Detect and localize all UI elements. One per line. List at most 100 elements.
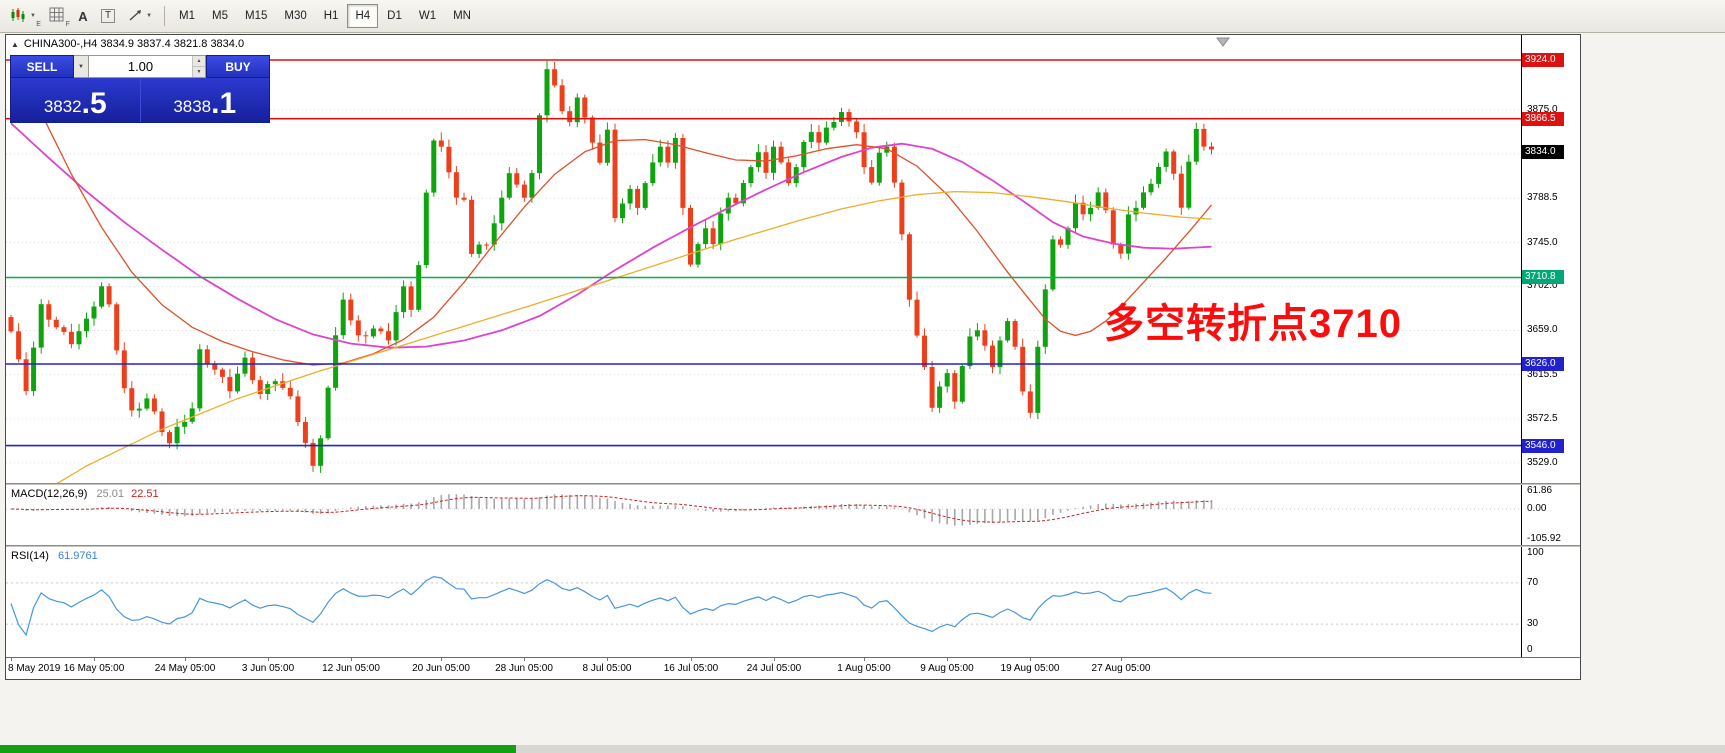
price-tag: 3834.0 [1522,145,1564,159]
macd-chart [6,494,1521,526]
indicators-icon [10,7,28,26]
toolbar: E ▼ F A T ▼ M1 M5 M15 M30 H1 H4 D1 W1 M [0,0,1725,33]
time-axis-label: 20 Jun 05:00 [412,663,470,674]
rsi-scale-label: 30 [1527,618,1539,629]
line-tools-button[interactable]: ▼ [122,4,158,28]
textbox-tool-icon: T [100,9,116,23]
trendline-arrow-icon [128,7,144,26]
macd-name: MACD(12,26,9) [11,488,88,500]
time-axis-label: 12 Jun 05:00 [322,663,380,674]
macd-scale-label: -105.92 [1527,533,1561,544]
time-axis-label: 28 Jun 05:00 [495,663,553,674]
time-axis-tick [607,658,608,661]
time-axis-label: 8 Jul 05:00 [582,663,632,674]
time-axis-tick [691,658,692,661]
text-tool-icon: A [78,8,88,24]
rsi-label: RSI(14) 61.9761 [11,550,98,562]
chevron-down-icon: ▼ [30,13,36,19]
volume-value[interactable]: 1.00 [127,59,154,74]
text-tool-button[interactable]: A [72,4,94,28]
timeframe-button-d1[interactable]: D1 [387,10,402,22]
rsi-scale: 100 70 30 0 [1521,547,1580,657]
time-axis-tick [864,658,865,661]
rsi-value: 61.9761 [57,550,98,562]
timeframe-button-m30[interactable]: M30 [284,10,307,22]
objects-button[interactable]: F [43,4,71,28]
time-axis-tick [1121,658,1122,661]
macd-scale-label: 61.86 [1527,485,1553,496]
price-scale-label: 3572.5 [1527,413,1558,424]
price-scale-label: 3875.0 [1527,104,1558,115]
timeframe-button-m5[interactable]: M5 [212,10,228,22]
timeframe-button-m1[interactable]: M1 [179,10,195,22]
macd-panel[interactable]: MACD(12,26,9) 25.01 22.51 61.86 0.00 -105.… [6,485,1580,545]
toolbar-separator [164,6,166,26]
buy-price[interactable]: 3838.1 [141,78,270,122]
chart-header: ▲ CHINA300-,H4 3834.9 3837.4 3821.8 3834… [11,38,244,50]
rsi-chart [6,575,1521,637]
time-axis-tick [268,658,269,661]
time-axis-tick [441,658,442,661]
price-scale[interactable]: 3875.0 3788.5 3745.0 3702.0 3659.0 3615.5 3572… [1521,35,1580,483]
rsi-name: RSI(14) [11,550,49,562]
volume-stepper: ▲ ▼ [192,56,205,77]
timeframe-button-mn[interactable]: MN [453,10,471,22]
objects-badge: F [65,21,70,28]
sell-price[interactable]: 3832.5 [11,78,141,122]
volume-decrease-button[interactable]: ▼ [193,67,205,77]
one-click-collapse-icon[interactable]: ▲ [11,39,19,49]
chart-annotation-text: 多空转折点3710 [1104,302,1402,346]
time-axis-label: 24 May 05:00 [154,663,216,674]
timeframe-button-w1[interactable]: W1 [418,10,437,22]
price-tag: 3924.0 [1522,53,1564,67]
timeframe-button-m15[interactable]: M15 [244,10,268,22]
timeframe-button-h1[interactable]: H1 [323,10,339,22]
time-axis-label: 16 May 05:00 [63,663,125,674]
one-click-trading-panel: SELL ▼ 1.00 ▲ ▼ BUY 3832.5 3838.1 [10,55,270,123]
buy-price-base: 3838 [173,97,212,116]
sell-price-base: 3832 [43,97,82,116]
rsi-scale-label: 70 [1527,577,1539,588]
volume-dropdown-button[interactable]: ▼ [74,55,89,78]
timeframe-button-h4[interactable]: H4 [347,4,379,28]
price-scale-label: 3659.0 [1527,324,1558,335]
chevron-down-icon: ▼ [146,13,153,19]
rsi-panel[interactable]: RSI(14) 61.9761 100 70 30 0 [6,547,1580,657]
price-scale-label: 3615.5 [1527,369,1558,380]
time-axis-tick [351,658,352,661]
volume-increase-button[interactable]: ▲ [193,56,205,67]
indicators-button[interactable]: E ▼ [4,4,42,28]
sell-button[interactable]: SELL [10,55,74,78]
time-axis-label: 24 Jul 05:00 [746,663,802,674]
macd-main-value: 25.01 [96,488,125,500]
time-axis-tick [947,658,948,661]
time-axis-label: 27 Aug 05:00 [1091,663,1151,674]
price-scale-label: 3788.5 [1527,192,1558,203]
textbox-tool-button[interactable]: T [95,4,121,28]
time-axis[interactable]: 8 May 2019 16 May 05:00 24 May 05:00 3 Jun … [6,657,1580,679]
price-tag: 3710.8 [1522,270,1564,284]
bottom-strip-green [0,745,516,753]
candlestick-chart[interactable] [6,35,1521,483]
time-axis-label: 8 May 2019 [8,663,61,674]
rsi-scale-label: 100 [1527,547,1544,558]
price-tag: 3626.0 [1522,357,1564,371]
sell-price-frac: .5 [81,87,107,120]
volume-field[interactable]: 1.00 ▲ ▼ [89,55,206,78]
macd-signal-value: 22.51 [131,488,159,500]
rsi-scale-label: 0 [1527,644,1533,655]
panel-divider[interactable] [6,483,1580,485]
indicators-badge: E [36,21,41,28]
time-axis-tick [185,658,186,661]
main-chart-panel[interactable]: ▲ CHINA300-,H4 3834.9 3837.4 3821.8 3834… [6,35,1580,483]
time-axis-label: 19 Aug 05:00 [1000,663,1060,674]
macd-scale: 61.86 0.00 -105.92 [1521,485,1580,545]
panel-divider[interactable] [6,545,1580,547]
time-axis-tick [1030,658,1031,661]
time-axis-tick [11,658,12,661]
chart-title: CHINA300-,H4 3834.9 3837.4 3821.8 3834.0 [23,38,245,50]
buy-button[interactable]: BUY [206,55,270,78]
time-axis-tick [524,658,525,661]
price-scale-label: 3702.0 [1527,280,1558,291]
macd-label: MACD(12,26,9) 25.01 22.51 [11,488,159,500]
